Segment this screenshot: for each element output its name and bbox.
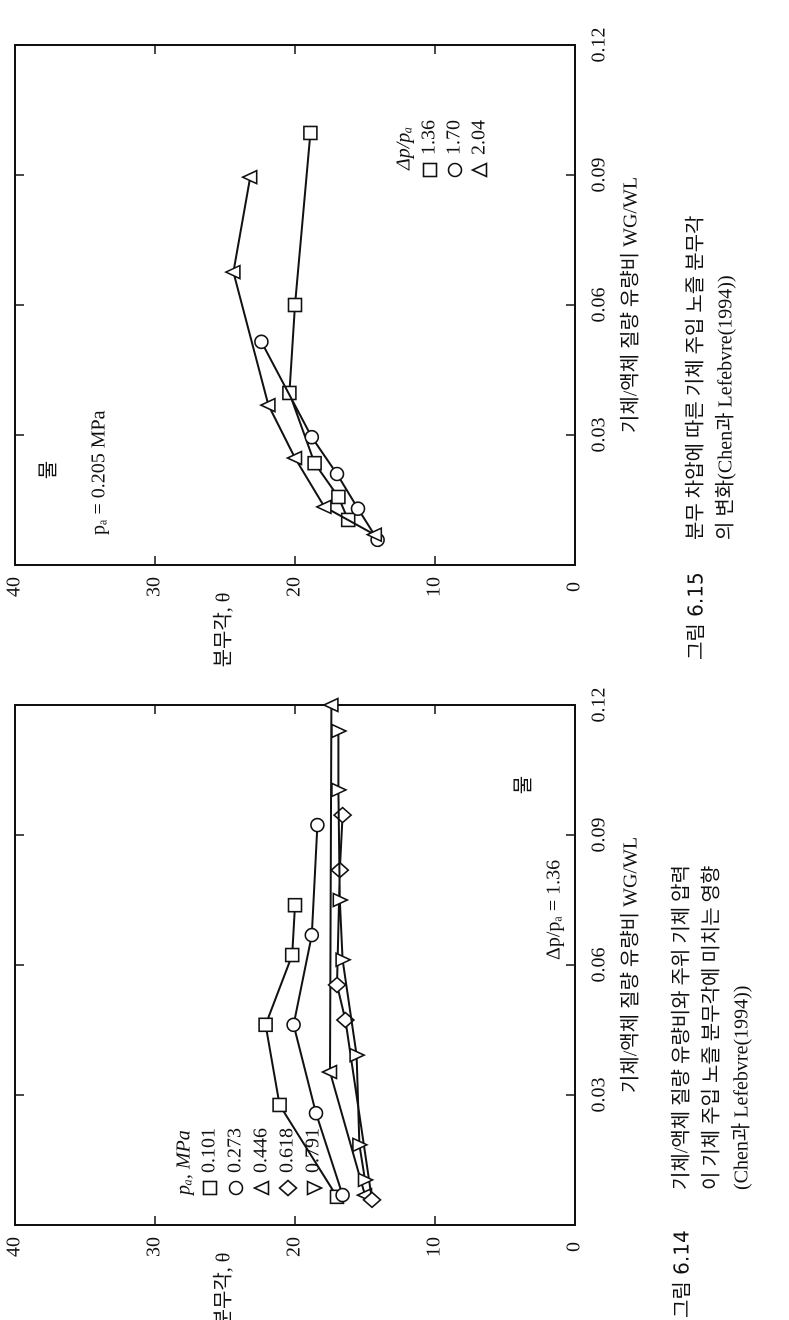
y-tick-label: 20 xyxy=(283,1237,305,1257)
legend-label: 0.618 xyxy=(276,1128,298,1173)
marker xyxy=(286,1017,301,1033)
marker xyxy=(349,1047,366,1063)
y-tick-label: 40 xyxy=(3,577,25,597)
y-tick-label: 40 xyxy=(3,1237,25,1257)
marker xyxy=(335,1011,356,1029)
marker xyxy=(285,450,303,466)
x-axis-label: 기체/액체 질량 유량비 WG/WL xyxy=(619,837,642,1093)
x-tick-label: 0.03 xyxy=(588,418,610,453)
x-tick-label: 0.03 xyxy=(588,1078,610,1113)
y-tick-label: 20 xyxy=(283,577,305,597)
marker xyxy=(365,526,383,543)
legend-marker xyxy=(447,162,463,178)
legend-marker xyxy=(202,1180,218,1196)
legend-marker xyxy=(306,1180,324,1196)
marker xyxy=(322,697,339,713)
marker xyxy=(284,947,300,963)
marker xyxy=(304,429,320,445)
chart: 0.03 0.06 0.09 0.12 0 10 20 30 40 기체/액체 질량 유량비 WG… xyxy=(3,688,753,1320)
x-tick-label: 0.09 xyxy=(588,158,610,193)
marker xyxy=(308,1105,324,1121)
marker xyxy=(258,1017,273,1033)
marker xyxy=(332,806,353,824)
y-axis-label: 분무각, θ xyxy=(212,1253,235,1320)
legend-label: 1.36 xyxy=(418,120,440,155)
caption-line: (Chen과 Lefebvre(1994)) xyxy=(730,986,753,1190)
marker xyxy=(310,817,325,833)
x-tick-label: 0.12 xyxy=(588,28,610,63)
x-axis-label: 기체/액체 질량 유량비 WG/WL xyxy=(619,177,642,433)
annotation: 물 xyxy=(513,776,535,794)
legend-title: Δp/pₐ xyxy=(393,127,415,171)
marker xyxy=(350,501,366,516)
marker xyxy=(240,169,258,185)
y-tick-label: 10 xyxy=(423,577,445,597)
marker xyxy=(357,1172,375,1188)
legend-label: 0.273 xyxy=(224,1128,246,1173)
annotation: 물 xyxy=(38,461,60,479)
marker xyxy=(335,1187,350,1203)
fit-curve xyxy=(232,177,376,536)
legend-marker xyxy=(278,1179,298,1197)
figure-label: 그림 6.15 xyxy=(684,572,708,660)
legend-label: 0.446 xyxy=(250,1128,272,1173)
legend-label: 0.101 xyxy=(198,1128,220,1173)
marker xyxy=(320,1064,338,1080)
marker xyxy=(287,897,303,913)
x-tick-label: 0.06 xyxy=(588,948,610,983)
y-tick-label: 0 xyxy=(563,1242,585,1252)
y-axis-label: 분무각, θ xyxy=(212,593,235,668)
marker xyxy=(329,466,345,482)
marker xyxy=(254,334,269,350)
marker xyxy=(315,499,332,515)
legend-label: 1.70 xyxy=(443,120,465,155)
legend-label: 0.791 xyxy=(302,1128,324,1173)
marker xyxy=(304,927,320,943)
marker xyxy=(332,892,350,908)
y-tick-label: 30 xyxy=(143,1237,165,1257)
figure-label: 그림 6.14 xyxy=(670,1230,694,1318)
y-tick-label: 10 xyxy=(423,1237,445,1257)
x-tick-label: 0.06 xyxy=(588,288,610,323)
caption-line: 분무 차압에 따른 기체 주입 노즐 분무각 xyxy=(684,216,707,540)
marker xyxy=(331,489,346,505)
marker xyxy=(259,397,276,413)
marker xyxy=(224,264,241,280)
y-tick-label: 30 xyxy=(143,577,165,597)
caption-line: 기체/액체 질량 유량비와 주위 기체 압력 xyxy=(670,865,693,1190)
caption-line: 이 기체 주입 노즐 분무각에 미치는 영향 xyxy=(700,866,723,1190)
chart: 0.03 0.06 0.09 0.12 0 10 20 30 40 기체/액체 질량 유량비 WG… xyxy=(3,28,737,668)
annotation: Δp/pₐ = 1.36 xyxy=(543,860,565,960)
legend-marker xyxy=(422,162,438,178)
marker xyxy=(335,952,352,968)
legend-label: 2.04 xyxy=(468,120,490,155)
legend-marker xyxy=(252,1180,270,1196)
legend-marker xyxy=(228,1180,244,1196)
marker xyxy=(362,1191,382,1209)
x-tick-label: 0.09 xyxy=(588,818,610,853)
legend-title: pₐ, MPa xyxy=(173,1130,195,1197)
marker xyxy=(303,125,318,141)
marker xyxy=(287,297,303,313)
marker xyxy=(331,782,348,798)
marker xyxy=(307,455,322,471)
x-tick-label: 0.12 xyxy=(588,688,610,723)
marker xyxy=(352,1137,369,1153)
marker xyxy=(331,723,348,739)
marker xyxy=(272,1097,287,1113)
annotation: pₐ = 0.205 MPa xyxy=(88,410,110,535)
caption-line: 의 변화(Chen과 Lefebvre(1994)) xyxy=(714,275,737,540)
y-tick-label: 0 xyxy=(563,582,585,592)
legend-marker xyxy=(470,162,488,178)
